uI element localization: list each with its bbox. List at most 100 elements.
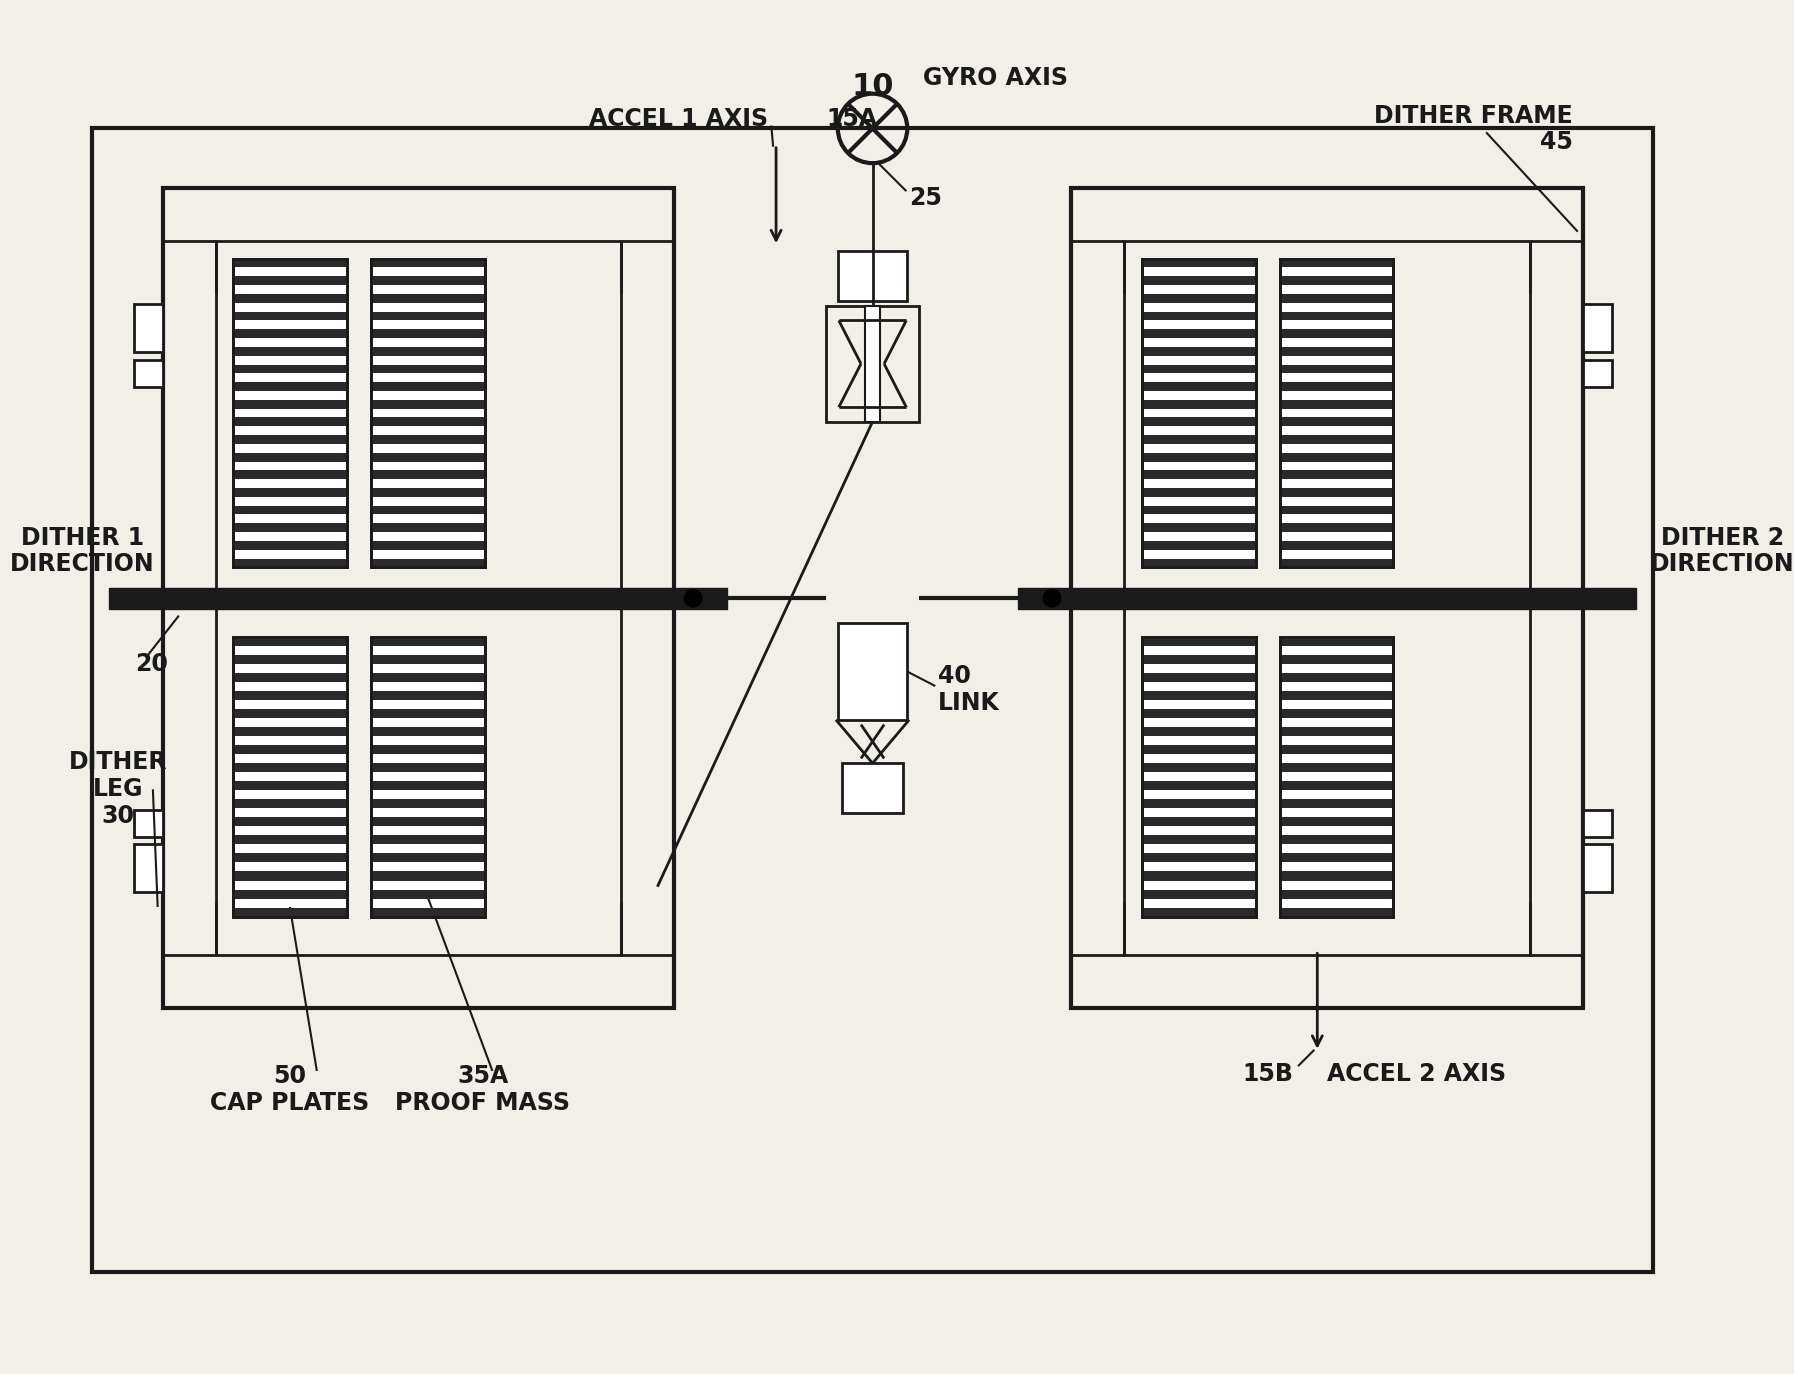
Bar <box>233 763 346 772</box>
Bar <box>163 188 675 1009</box>
Bar <box>133 360 163 387</box>
Bar <box>1141 835 1256 845</box>
Bar <box>233 418 346 426</box>
Bar <box>1582 844 1611 893</box>
Bar <box>1279 782 1394 790</box>
Bar <box>1279 636 1394 646</box>
Bar <box>233 889 346 899</box>
Bar <box>371 258 484 567</box>
Bar <box>371 636 484 916</box>
Bar <box>371 312 484 320</box>
Bar <box>1141 452 1256 462</box>
Bar <box>371 559 484 567</box>
Bar <box>233 523 346 532</box>
Bar <box>1279 889 1394 899</box>
Bar <box>233 400 346 408</box>
Bar <box>371 800 484 808</box>
Bar <box>1141 541 1256 550</box>
Text: CAP PLATES: CAP PLATES <box>210 1091 370 1114</box>
Bar <box>133 844 163 893</box>
Bar <box>233 330 346 338</box>
Bar <box>371 330 484 338</box>
Bar <box>1141 871 1256 881</box>
Bar <box>233 691 346 699</box>
Text: 40: 40 <box>938 665 971 688</box>
Bar <box>109 588 727 609</box>
Bar <box>233 835 346 845</box>
Text: DITHER 1: DITHER 1 <box>22 526 144 551</box>
Bar <box>1582 360 1611 387</box>
Text: 25: 25 <box>910 185 942 210</box>
Bar <box>1141 691 1256 699</box>
Bar <box>1019 588 1636 609</box>
Bar <box>1141 294 1256 302</box>
Text: 15B: 15B <box>1241 1062 1293 1085</box>
Bar <box>865 306 881 422</box>
Bar <box>1279 745 1394 754</box>
Bar <box>233 294 346 302</box>
Bar <box>371 364 484 374</box>
Bar <box>233 709 346 719</box>
Bar <box>371 382 484 392</box>
Bar <box>1141 258 1256 567</box>
Text: 30: 30 <box>102 804 135 829</box>
Bar <box>1279 400 1394 408</box>
Bar <box>1125 242 1530 955</box>
Bar <box>838 251 908 301</box>
Bar <box>1141 655 1256 664</box>
Bar <box>371 745 484 754</box>
Bar <box>371 258 484 567</box>
Bar <box>371 541 484 550</box>
Bar <box>233 800 346 808</box>
Bar <box>1279 636 1394 916</box>
Bar <box>1279 346 1394 356</box>
Bar <box>233 346 346 356</box>
Text: DITHER FRAME: DITHER FRAME <box>1374 104 1573 128</box>
Bar <box>1141 800 1256 808</box>
Bar <box>215 242 621 955</box>
Bar <box>838 624 908 720</box>
Bar <box>1141 745 1256 754</box>
Bar <box>1279 727 1394 736</box>
Bar <box>1279 673 1394 682</box>
Bar <box>1279 835 1394 845</box>
Bar <box>1141 436 1256 444</box>
Bar <box>233 673 346 682</box>
Bar <box>371 853 484 863</box>
Bar <box>1141 782 1256 790</box>
Bar <box>233 871 346 881</box>
Bar <box>233 541 346 550</box>
Bar <box>1141 276 1256 286</box>
Bar <box>1279 330 1394 338</box>
Bar <box>1279 636 1394 916</box>
Text: DIRECTION: DIRECTION <box>11 552 154 577</box>
Bar <box>1279 818 1394 826</box>
Bar <box>233 470 346 480</box>
Bar <box>133 304 163 352</box>
Bar <box>1141 506 1256 514</box>
Bar <box>1279 470 1394 480</box>
Circle shape <box>1044 589 1060 607</box>
Bar <box>371 436 484 444</box>
Bar <box>371 276 484 286</box>
Bar <box>233 312 346 320</box>
Bar <box>371 709 484 719</box>
Bar <box>233 782 346 790</box>
Bar <box>1141 400 1256 408</box>
Bar <box>1141 763 1256 772</box>
Bar <box>1279 908 1394 916</box>
Bar <box>233 452 346 462</box>
Bar <box>233 258 346 567</box>
Bar <box>371 523 484 532</box>
Bar <box>371 763 484 772</box>
Bar <box>371 488 484 497</box>
Text: DITHER 2: DITHER 2 <box>1661 526 1783 551</box>
Bar <box>1279 853 1394 863</box>
Bar <box>371 294 484 302</box>
Bar <box>1279 506 1394 514</box>
Bar <box>1279 871 1394 881</box>
Bar <box>233 908 346 916</box>
Bar <box>1279 691 1394 699</box>
Bar <box>371 655 484 664</box>
Bar <box>1141 709 1256 719</box>
